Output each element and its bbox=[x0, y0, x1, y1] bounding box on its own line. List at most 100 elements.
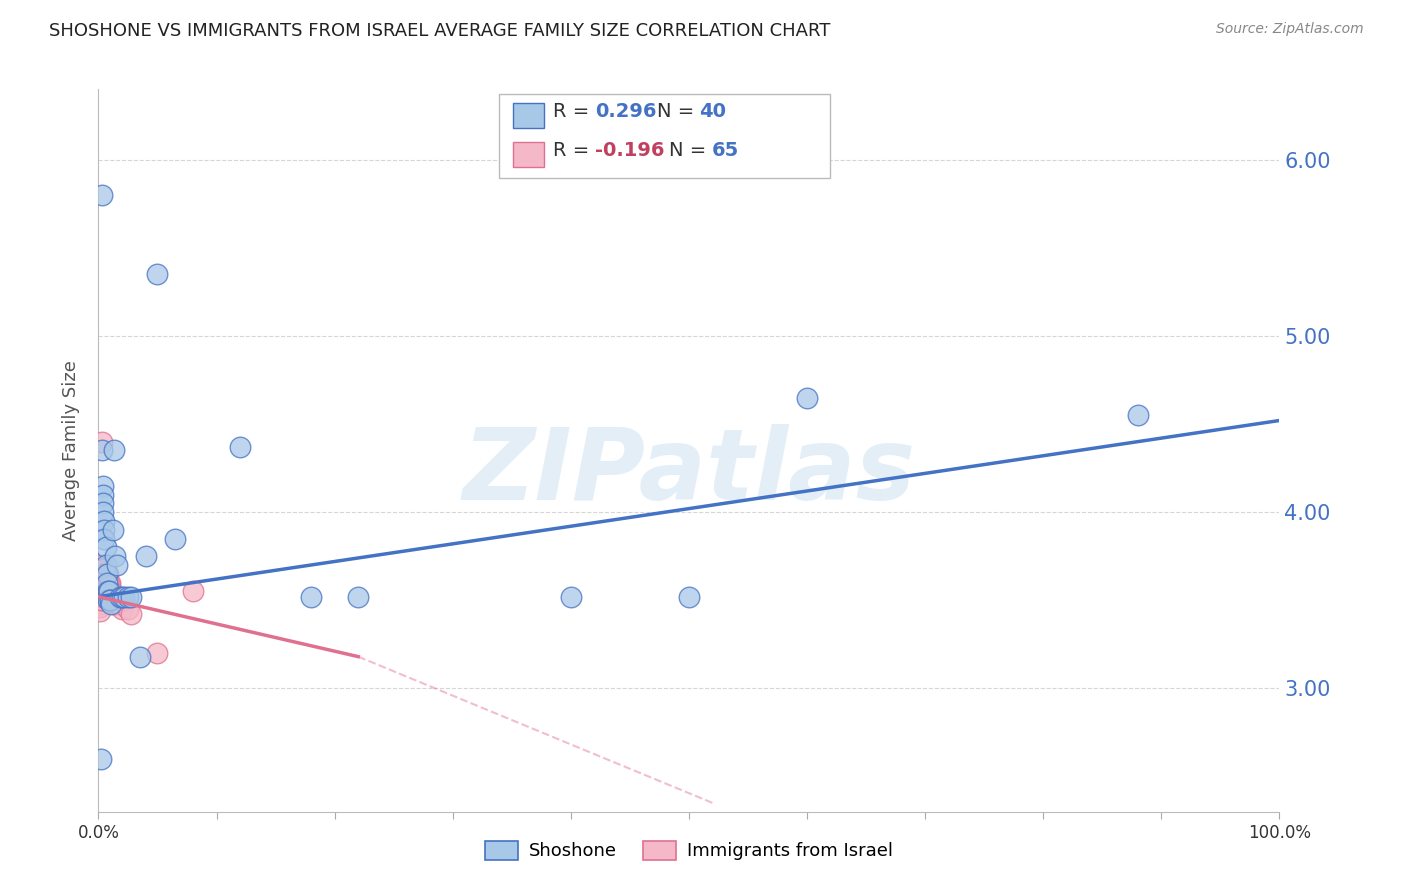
Point bbox=[91, 487, 114, 501]
Point bbox=[94, 579, 117, 593]
Point bbox=[93, 590, 115, 604]
Point bbox=[91, 505, 114, 519]
Point bbox=[146, 646, 169, 660]
Point bbox=[91, 590, 114, 604]
Legend: Shoshone, Immigrants from Israel: Shoshone, Immigrants from Israel bbox=[478, 834, 900, 868]
Point bbox=[93, 575, 115, 590]
Point bbox=[91, 188, 114, 202]
Point bbox=[97, 584, 120, 599]
Point bbox=[91, 566, 114, 581]
Point bbox=[98, 584, 121, 599]
Point bbox=[128, 649, 150, 664]
Point bbox=[97, 593, 120, 607]
Text: SHOSHONE VS IMMIGRANTS FROM ISRAEL AVERAGE FAMILY SIZE CORRELATION CHART: SHOSHONE VS IMMIGRANTS FROM ISRAEL AVERA… bbox=[49, 22, 831, 40]
Point bbox=[103, 597, 125, 611]
Point bbox=[796, 391, 818, 405]
Point bbox=[96, 575, 118, 590]
Point bbox=[91, 496, 114, 510]
Point bbox=[96, 566, 118, 581]
Point bbox=[181, 584, 204, 599]
Point bbox=[103, 443, 125, 458]
Point bbox=[93, 514, 115, 528]
Point bbox=[96, 590, 118, 604]
Point bbox=[98, 579, 121, 593]
Text: N =: N = bbox=[669, 141, 713, 161]
Point bbox=[91, 572, 114, 586]
Point bbox=[101, 593, 124, 607]
Point bbox=[91, 575, 114, 590]
Point bbox=[91, 593, 114, 607]
Text: R =: R = bbox=[553, 102, 595, 121]
Point bbox=[108, 597, 131, 611]
Point bbox=[96, 566, 118, 581]
Text: 40: 40 bbox=[699, 102, 725, 121]
Point bbox=[94, 572, 117, 586]
Point bbox=[678, 590, 700, 604]
Point bbox=[104, 593, 127, 607]
Point bbox=[91, 566, 114, 581]
Point bbox=[90, 584, 112, 599]
Point bbox=[112, 593, 135, 607]
Point bbox=[117, 590, 139, 604]
Point bbox=[96, 584, 118, 599]
Point bbox=[97, 584, 120, 599]
Point bbox=[100, 597, 122, 611]
Point bbox=[93, 572, 115, 586]
Point bbox=[98, 584, 121, 599]
Point bbox=[91, 575, 114, 590]
Point bbox=[101, 523, 124, 537]
Point bbox=[97, 566, 120, 581]
Point bbox=[89, 597, 111, 611]
Point bbox=[94, 541, 117, 555]
Point bbox=[121, 590, 143, 604]
Point bbox=[90, 579, 112, 593]
Point bbox=[135, 549, 157, 564]
Text: R =: R = bbox=[553, 141, 595, 161]
Point bbox=[93, 566, 115, 581]
Point bbox=[100, 593, 122, 607]
Text: 0.296: 0.296 bbox=[595, 102, 657, 121]
Point bbox=[90, 575, 112, 590]
Point bbox=[121, 607, 143, 622]
Point bbox=[108, 590, 131, 604]
Point bbox=[98, 593, 121, 607]
Point bbox=[91, 572, 114, 586]
Point bbox=[91, 561, 114, 575]
Point bbox=[98, 575, 121, 590]
Point bbox=[93, 584, 115, 599]
Point bbox=[91, 584, 114, 599]
Point bbox=[146, 267, 169, 281]
Point bbox=[97, 575, 120, 590]
Point bbox=[96, 572, 118, 586]
Point bbox=[98, 593, 121, 607]
Point bbox=[93, 581, 115, 595]
Point bbox=[117, 602, 139, 616]
Point bbox=[107, 593, 129, 607]
Point bbox=[93, 523, 115, 537]
Point bbox=[104, 549, 127, 564]
Point bbox=[89, 590, 111, 604]
Y-axis label: Average Family Size: Average Family Size bbox=[62, 360, 80, 541]
Point bbox=[94, 584, 117, 599]
Point bbox=[1126, 408, 1149, 422]
Point bbox=[111, 602, 134, 616]
Point bbox=[90, 752, 112, 766]
Point bbox=[89, 600, 111, 615]
Text: -0.196: -0.196 bbox=[595, 141, 664, 161]
Point bbox=[100, 584, 122, 599]
Point bbox=[111, 590, 134, 604]
Point bbox=[165, 532, 187, 546]
Point bbox=[91, 558, 114, 572]
Point bbox=[91, 434, 114, 449]
Point bbox=[90, 593, 112, 607]
Point bbox=[91, 584, 114, 599]
Text: Source: ZipAtlas.com: Source: ZipAtlas.com bbox=[1216, 22, 1364, 37]
Point bbox=[105, 558, 128, 572]
Point bbox=[90, 572, 112, 586]
Point bbox=[91, 561, 114, 575]
Point bbox=[93, 532, 115, 546]
Point bbox=[91, 581, 114, 595]
Point bbox=[347, 590, 370, 604]
Point bbox=[112, 590, 135, 604]
Point bbox=[105, 593, 128, 607]
